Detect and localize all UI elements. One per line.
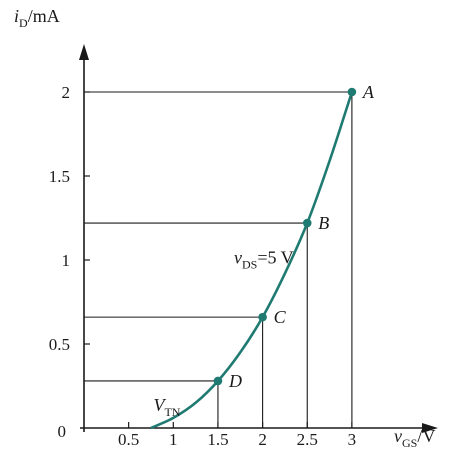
x-tick-label: 1.5 — [207, 430, 228, 449]
point-label-c: C — [274, 307, 287, 327]
x-tick-label: 3 — [348, 430, 357, 449]
x-axis-arrow-icon — [422, 423, 438, 433]
vtn-annotation: VTN — [153, 395, 180, 419]
data-point-d — [213, 376, 223, 386]
x-axis-title: vGS/V — [394, 426, 435, 450]
axes — [79, 44, 438, 433]
guide-lines — [84, 91, 353, 428]
x-tick-label: 1 — [169, 430, 178, 449]
data-points: A B C D — [213, 82, 375, 391]
y-axis-title: iD/mA — [14, 6, 60, 30]
y-ticks: 0.5 1 1.5 2 — [49, 83, 90, 354]
x-tick-label: 2 — [258, 430, 267, 449]
y-tick-label: 1 — [62, 251, 71, 270]
x-tick-label: 0.5 — [118, 430, 139, 449]
x-ticks: 0.5 1 1.5 2 2.5 3 — [118, 422, 356, 449]
y-tick-label: 0.5 — [49, 335, 70, 354]
series-line-transfer-curve — [150, 91, 354, 430]
data-point-a — [347, 87, 357, 97]
data-point-c — [258, 312, 267, 322]
y-axis-arrow-icon — [79, 44, 89, 60]
y-tick-label: 2 — [62, 83, 71, 102]
data-point-b — [302, 218, 312, 228]
point-label-d: D — [228, 371, 242, 391]
point-label-a: A — [362, 82, 375, 102]
origin-label: 0 — [58, 422, 67, 441]
x-tick-label: 2.5 — [297, 430, 318, 449]
y-tick-label: 1.5 — [49, 167, 70, 186]
point-label-b: B — [318, 213, 329, 233]
vds-annotation: vDS=5 V — [234, 247, 294, 271]
